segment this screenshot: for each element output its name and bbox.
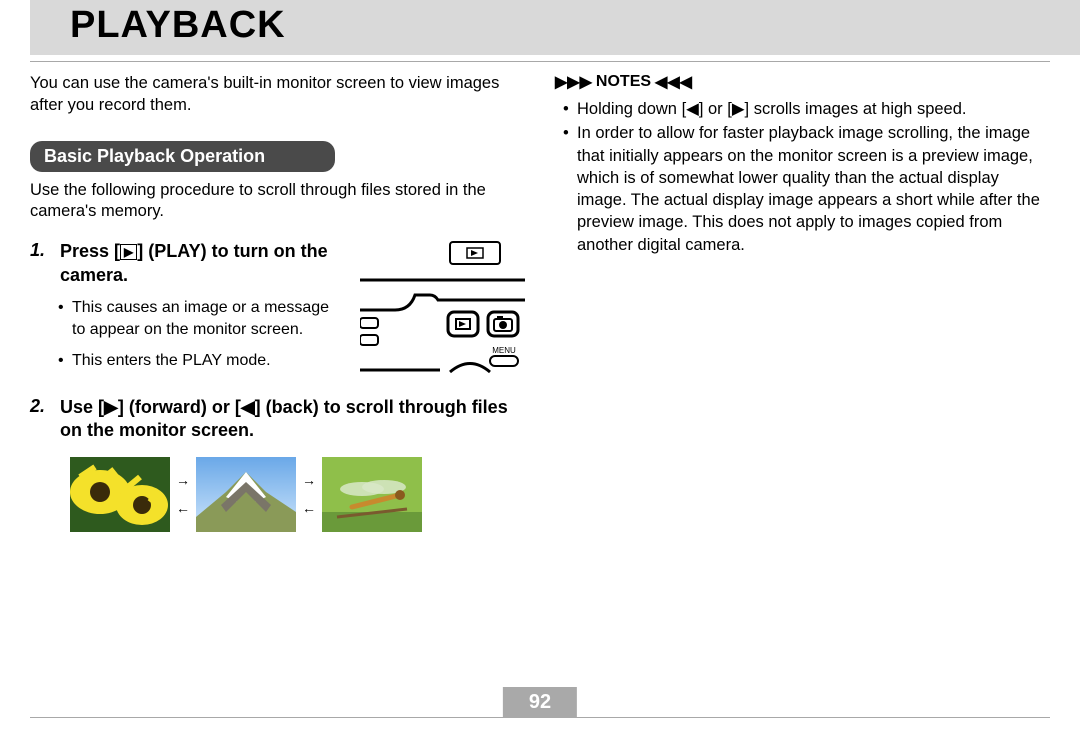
page-title: PLAYBACK — [70, 4, 1080, 47]
section-heading: Basic Playback Operation — [30, 141, 335, 172]
section-description: Use the following procedure to scroll th… — [30, 180, 525, 223]
step-number: 2. — [30, 396, 52, 417]
notes-label: NOTES — [596, 73, 651, 91]
step-1-bullets: This causes an image or a message to app… — [58, 297, 346, 372]
step-number: 1. — [30, 240, 52, 261]
arrow-group: → ← — [302, 473, 316, 515]
left-column: You can use the camera's built-in monito… — [30, 72, 525, 532]
thumbnail-flower — [70, 457, 170, 532]
right-column: ▶▶▶ NOTES ◀◀◀ Holding down [◀] or [▶] sc… — [555, 72, 1050, 532]
page-footer: 92 — [30, 717, 1050, 718]
play-icon: ▶ — [120, 244, 137, 260]
notes-deco-left-icon: ▶▶▶ — [555, 72, 592, 92]
page-number: 92 — [503, 687, 577, 718]
camera-diagram: MENU — [360, 240, 525, 380]
top-rule — [30, 61, 1050, 62]
notes-item: In order to allow for faster playback im… — [563, 122, 1050, 256]
notes-item: Holding down [◀] or [▶] scrolls images a… — [563, 98, 1050, 120]
page-title-bar: PLAYBACK — [30, 0, 1080, 55]
notes-heading: ▶▶▶ NOTES ◀◀◀ — [555, 72, 1050, 92]
thumbnail-dragonfly — [322, 457, 422, 532]
step-1-bullet: This enters the PLAY mode. — [58, 350, 346, 372]
step-1: 1. Press [▶] (PLAY) to turn on the camer… — [30, 240, 525, 382]
arrow-left-icon: ← — [176, 501, 190, 515]
step-1-heading: Press [▶] (PLAY) to turn on the camera. — [60, 240, 346, 287]
notes-list: Holding down [◀] or [▶] scrolls images a… — [563, 98, 1050, 256]
notes-deco-right-icon: ◀◀◀ — [655, 72, 692, 92]
thumbnail-mountain — [196, 457, 296, 532]
arrow-group: → ← — [176, 473, 190, 515]
step-2: 2. Use [▶] (forward) or [◀] (back) to sc… — [30, 396, 525, 443]
arrow-left-icon: ← — [302, 501, 316, 515]
arrow-right-icon: → — [302, 473, 316, 487]
step-2-heading: Use [▶] (forward) or [◀] (back) to scrol… — [60, 396, 525, 443]
step-1-bullet: This causes an image or a message to app… — [58, 297, 346, 340]
thumbnail-row: → ← → — [70, 457, 525, 532]
intro-text: You can use the camera's built-in monito… — [30, 72, 525, 117]
content-columns: You can use the camera's built-in monito… — [30, 72, 1050, 532]
menu-label: MENU — [492, 346, 516, 355]
arrow-right-icon: → — [176, 473, 190, 487]
